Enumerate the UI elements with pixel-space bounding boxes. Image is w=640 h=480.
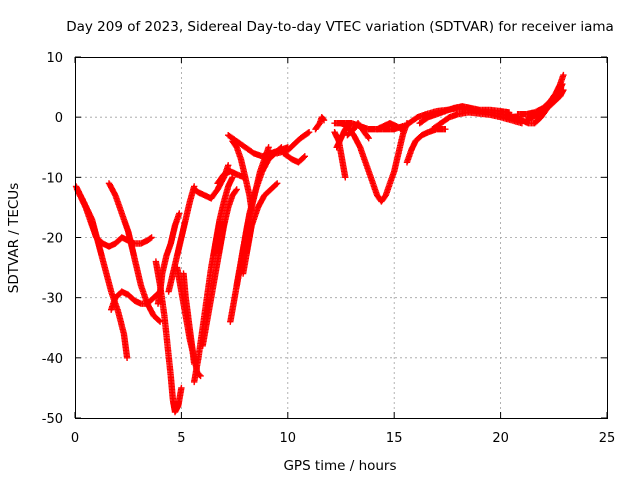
series-track-30 [416, 103, 513, 127]
data-marker-path [344, 120, 372, 142]
y-tick-label: -30 [42, 292, 63, 307]
series-track-7 [165, 183, 198, 295]
series-track-26 [344, 120, 372, 142]
series-track-34 [522, 80, 566, 124]
data-layer [72, 71, 567, 416]
data-marker-path [105, 180, 164, 325]
y-axis-label: SDTVAR / TECUs [6, 183, 22, 293]
series-track-17 [229, 138, 255, 214]
data-marker-path [199, 186, 240, 349]
series-track-3 [105, 180, 164, 325]
data-marker-path [403, 126, 449, 166]
y-tick-label: -10 [42, 171, 63, 186]
data-marker-path [229, 138, 255, 214]
x-tick-label: 25 [599, 431, 616, 446]
data-marker-path [280, 150, 308, 166]
x-axis-label: GPS time / hours [283, 458, 396, 474]
series-track-6 [154, 210, 183, 307]
data-marker-path [154, 210, 183, 307]
series-track-16 [239, 180, 281, 277]
series-track-21 [312, 114, 328, 133]
x-tick-label: 10 [280, 431, 297, 446]
x-tick-label: 15 [386, 431, 403, 446]
data-marker-path [165, 183, 198, 295]
chart-title: Day 209 of 2023, Sidereal Day-to-day VTE… [66, 19, 614, 35]
series-track-9 [180, 270, 198, 368]
series-track-4 [108, 288, 164, 313]
data-marker-path [239, 180, 281, 277]
series-track-28 [403, 126, 449, 166]
axis-ticks: 0 5 10 15 20 25 10 0 -10 -20 -30 -40 -50 [42, 51, 616, 446]
y-tick-label: 10 [46, 51, 63, 66]
data-marker-path [180, 270, 198, 368]
x-tick-label: 20 [492, 431, 509, 446]
data-marker-path [429, 109, 526, 133]
y-tick-label: -50 [42, 412, 63, 427]
data-marker-path [108, 288, 164, 313]
series-track-11 [199, 186, 240, 349]
x-tick-label: 0 [71, 431, 79, 446]
data-marker-path [522, 80, 566, 124]
data-marker-path [416, 103, 513, 127]
y-tick-label: -20 [42, 232, 63, 247]
x-tick-label: 5 [177, 431, 185, 446]
data-marker-path [312, 114, 328, 133]
series-track-31 [429, 109, 526, 133]
series-track-20 [280, 150, 308, 166]
plot-frame [75, 57, 608, 419]
y-tick-label: 0 [55, 111, 63, 126]
y-tick-label: -40 [42, 352, 63, 367]
